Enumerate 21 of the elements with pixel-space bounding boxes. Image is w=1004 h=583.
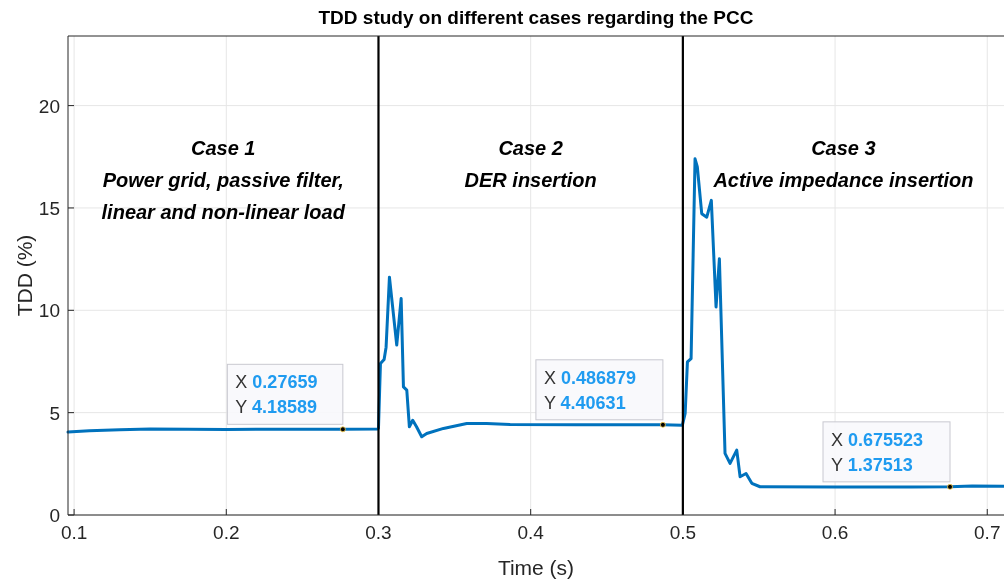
- annotation: X 0.486879 Y 4.40631: [543, 367, 636, 413]
- x-axis-title: Time (s): [497, 556, 575, 579]
- chart-title: TDD study on different cases regarding the PCC: [318, 7, 754, 28]
- y-tick-label: 0: [49, 505, 60, 526]
- x-tick-label: 0.6: [821, 522, 849, 543]
- x-tick-label: 0.1: [60, 522, 88, 543]
- x-tick-label: 0.3: [365, 522, 392, 543]
- y-tick-label: 10: [38, 300, 60, 322]
- annotation: Case 3 Active impedance insertion: [712, 137, 974, 191]
- x-tick-label: 0.2: [213, 522, 240, 543]
- annotation: X 0.27659 Y 4.18589: [235, 372, 318, 418]
- y-tick-label: 15: [38, 197, 60, 219]
- x-tick-label: 0.4: [517, 522, 545, 543]
- y-axis-title: TDD (%): [13, 234, 36, 317]
- annotation: Case 2 DER insertion: [464, 137, 597, 191]
- annotation: X 0.675523 Y 1.37513: [831, 429, 924, 475]
- x-tick-label: 0.5: [669, 522, 697, 543]
- y-tick-label: 5: [49, 402, 60, 424]
- y-tick-label: 20: [38, 95, 60, 117]
- x-tick-label: 0.7: [974, 522, 1001, 543]
- annotation: Case 1 Power grid, passive filter, linear and non-linear load: [101, 137, 346, 223]
